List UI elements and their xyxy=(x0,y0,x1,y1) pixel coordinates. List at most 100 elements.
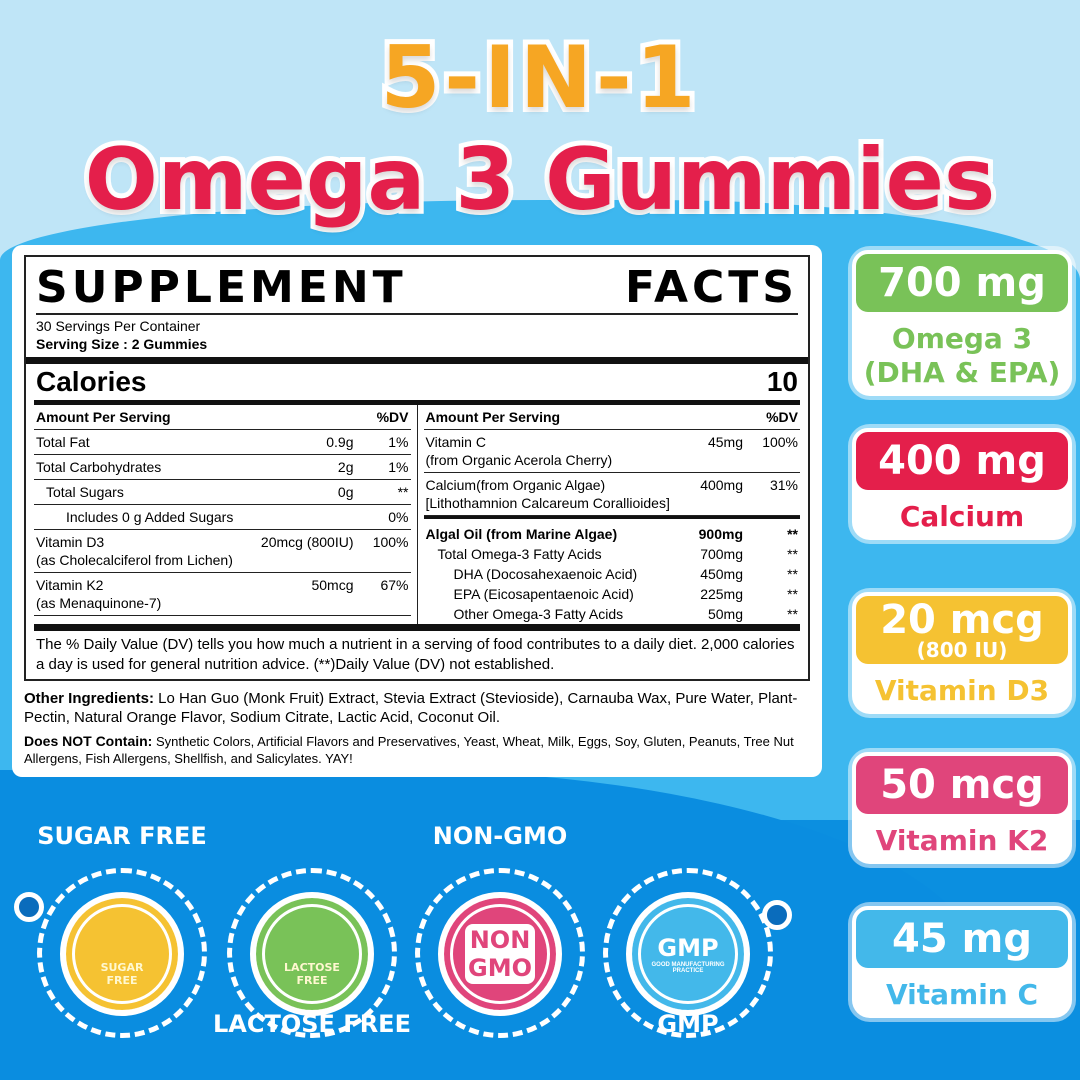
nutrient-amount: 2g xyxy=(337,459,354,475)
nutrient-label: Vitamin C xyxy=(425,434,486,450)
nutrient-row: EPA (Eicosapentaenoic Acid) 225mg ** xyxy=(424,584,801,604)
nutrient-row: Total Carbohydrates 2g 1% xyxy=(34,455,411,480)
nutrient-badge: 700 mg Omega 3 (DHA & EPA) xyxy=(852,250,1072,396)
other-ingredients-label: Other Ingredients: xyxy=(24,690,155,707)
nutrient-dv: 1% xyxy=(388,434,409,450)
column-header: Amount Per Serving %DV xyxy=(423,405,800,430)
connector-dot-right xyxy=(762,900,792,930)
nutrient-label: Total Carbohydrates xyxy=(36,459,162,475)
nutrient-source: (as Menaquinone-7) xyxy=(36,595,162,611)
other-ingredients-text: Lo Han Guo (Monk Fruit) Extract, Stevia … xyxy=(24,690,798,726)
nutrient-row: Total Fat 0.9g 1% xyxy=(34,430,411,455)
badge-amount: 45 mg xyxy=(892,916,1032,962)
nutrient-label: Calcium(from Organic Algae) xyxy=(425,477,606,493)
nutrient-row: Total Omega-3 Fatty Acids 700mg ** xyxy=(424,544,801,564)
title-5-in-1: 5-IN-1 xyxy=(375,23,700,133)
badge-label: Vitamin C xyxy=(885,978,1039,1011)
nutrient-amount xyxy=(249,508,354,526)
badge-label: Calcium xyxy=(899,500,1025,533)
calories-row: Calories 10 xyxy=(26,357,808,400)
badge-value: 45 mg xyxy=(852,906,1072,972)
nutrient-dv: ** xyxy=(787,566,798,582)
icon-caption: SUGAR FREE xyxy=(37,822,207,850)
nutrient-badge: 45 mg Vitamin C xyxy=(852,906,1072,1018)
icon-text: NON GMO xyxy=(465,924,535,984)
icon-caption: NON-GMO xyxy=(432,822,568,850)
gmp-icon: GMP GOOD MANUFACTURING PRACTICE xyxy=(626,892,750,1016)
dashed-ring xyxy=(37,868,207,1038)
nutrient-amount: 700mg xyxy=(700,546,743,562)
nutrient-source: [Lithothamnion Calcareum Corallioides] xyxy=(425,495,670,511)
dashed-ring xyxy=(603,868,773,1038)
badge-value: 20 mcg (800 IU) xyxy=(852,592,1072,668)
nutrient-amount: 50mg xyxy=(707,606,743,622)
nutrient-row: Includes 0 g Added Sugars 0% xyxy=(34,505,411,530)
badge-label: Vitamin K2 xyxy=(875,824,1049,857)
icon-text: LACTOSE FREE xyxy=(284,961,340,987)
nutrient-label: Total Sugars xyxy=(46,484,124,500)
nutrient-dv: ** xyxy=(787,526,798,542)
nutrient-source: (from Organic Acerola Cherry) xyxy=(425,452,613,468)
nutrient-label: DHA (Docosahexaenoic Acid) xyxy=(453,566,638,582)
dv-note: The % Daily Value (DV) tells you how muc… xyxy=(36,636,795,673)
nutrient-label: Total Fat xyxy=(36,434,90,450)
badge-value: 400 mg xyxy=(852,428,1072,494)
heading-right: FACTS xyxy=(624,262,798,313)
nutrient-amount: 400mg xyxy=(700,477,743,493)
nutrient-dv: 0% xyxy=(388,509,409,525)
nutrient-badge: 50 mcg Vitamin K2 xyxy=(852,752,1072,864)
nutrient-amount: 0.9g xyxy=(326,434,354,450)
nutrient-source: (as Cholecalciferol from Lichen) xyxy=(36,552,233,568)
nutrient-dv: 1% xyxy=(388,459,409,475)
nutrient-label: Total Omega-3 Fatty Acids xyxy=(437,546,602,562)
calories-label: Calories xyxy=(36,366,147,397)
nutrient-dv: ** xyxy=(397,484,409,500)
nutrient-label: Vitamin D3 xyxy=(36,534,105,550)
nutrient-dv: 67% xyxy=(380,577,409,593)
facts-heading: SUPPLEMENT FACTS xyxy=(36,263,798,315)
dv-header: %DV xyxy=(376,409,409,425)
icon-text: SUGAR FREE xyxy=(100,961,144,987)
nutrient-amount: 45mg xyxy=(707,434,743,450)
icon-caption: GMP xyxy=(657,1010,719,1038)
nutrient-columns: Amount Per Serving %DV Total Fat 0.9g 1% Tota… xyxy=(34,400,800,631)
connector-dot-left xyxy=(14,892,44,922)
badge-amount: 50 mcg xyxy=(880,762,1044,808)
sugar-free-icon: SUGAR FREE xyxy=(60,892,184,1016)
nutrient-dv: 100% xyxy=(372,534,409,550)
badge-value: 50 mcg xyxy=(852,752,1072,818)
non-gmo-icon: NON GMO xyxy=(438,892,562,1016)
lactose-free-icon: LACTOSE FREE xyxy=(250,892,374,1016)
nutrient-amount: 0g xyxy=(337,484,354,500)
nutrient-label: EPA (Eicosapentaenoic Acid) xyxy=(453,586,634,602)
nutrient-amount: 900mg xyxy=(698,526,743,542)
icon-text: GMP xyxy=(657,934,719,962)
nutrient-dv: ** xyxy=(787,606,798,622)
nutrient-badge: 400 mg Calcium xyxy=(852,428,1072,540)
supplement-facts-panel: SUPPLEMENT FACTS 30 Servings Per Containe… xyxy=(12,245,822,777)
does-not-contain-label: Does NOT Contain: xyxy=(24,733,153,749)
nutrient-row: Algal Oil (from Marine Algae) 900mg ** xyxy=(423,516,800,544)
badge-value: 700 mg xyxy=(852,250,1072,316)
nutrient-row: Calcium(from Organic Algae) 400mg 31% [Lith… xyxy=(423,473,800,516)
nutrient-amount: 20mcg (800IU) xyxy=(260,534,354,550)
nutrient-amount: 50mcg xyxy=(311,577,354,593)
column-header: Amount Per Serving %DV xyxy=(34,405,411,430)
badge-extra: (800 IU) xyxy=(916,638,1008,662)
serving-size: Serving Size : 2 Gummies xyxy=(36,336,208,352)
nutrient-amount: 450mg xyxy=(700,566,743,582)
dashed-ring xyxy=(227,868,397,1038)
nutrient-dv: 31% xyxy=(769,477,798,493)
title-product: Omega 3 Gummies xyxy=(80,125,1000,235)
nutrient-label: Includes 0 g Added Sugars xyxy=(66,509,234,525)
nutrient-amount: 225mg xyxy=(700,586,743,602)
nutrient-badge: 20 mcg (800 IU) Vitamin D3 xyxy=(852,592,1072,714)
dv-header: %DV xyxy=(766,409,798,425)
nutrient-label: Vitamin K2 xyxy=(36,577,104,593)
facts-box: SUPPLEMENT FACTS 30 Servings Per Containe… xyxy=(24,255,810,681)
servings: 30 Servings Per Container xyxy=(36,318,201,334)
nutrient-row: DHA (Docosahexaenoic Acid) 450mg ** xyxy=(424,564,801,584)
nutrient-label: Algal Oil (from Marine Algae) xyxy=(425,526,618,542)
nutrient-dv: 100% xyxy=(762,434,798,450)
nutrient-dv: ** xyxy=(787,546,798,562)
